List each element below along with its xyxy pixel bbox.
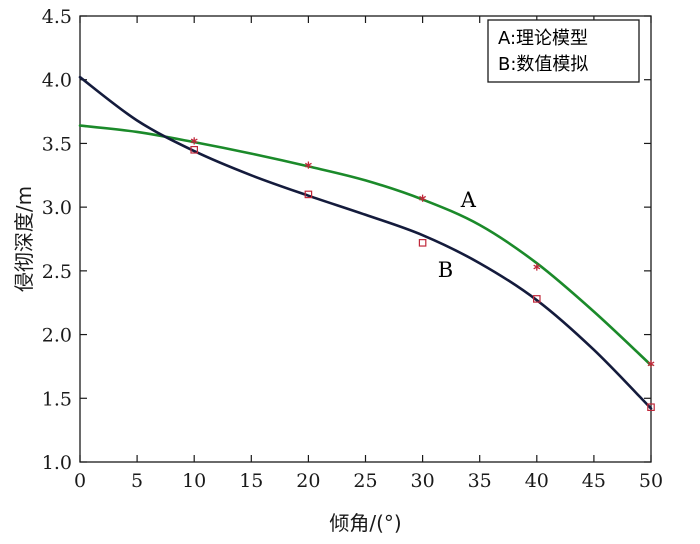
y-tick-label: 4.5 [42,6,72,28]
series-curves [78,75,653,410]
curve-label-a: A [460,188,477,212]
y-axis-ticks: 1.0 1.5 2.0 2.5 3.0 3.5 4.0 4.5 [42,6,651,474]
x-tick-label: 15 [239,470,263,492]
x-tick-label: 0 [74,470,86,492]
legend-box [487,19,640,83]
series-line-b [78,75,653,410]
x-tick-label: 35 [468,470,492,492]
marker-a [647,360,655,368]
marker-a [533,263,541,271]
x-axis-label: 倾角/(°) [329,511,401,535]
marker-a [190,137,198,145]
x-tick-label: 10 [182,470,206,492]
y-tick-label: 3.5 [42,133,72,155]
marker-b [647,403,655,412]
series-line-a [78,124,653,367]
x-tick-label: 5 [131,470,143,492]
marker-b [532,295,541,303]
plot-border [79,15,652,463]
curve-annotations: AB [438,188,477,282]
marker-b [304,190,313,199]
marker-a [304,161,312,169]
y-tick-label: 3.0 [42,197,72,219]
y-tick-label: 2.5 [42,261,72,283]
x-axis-ticks: 0 5 10 15 20 25 30 35 40 45 50 [74,16,663,492]
y-tick-label: 4.0 [42,70,72,92]
y-tick-label: 1.0 [42,452,72,474]
x-tick-label: 40 [525,470,549,492]
marker-b [190,146,199,154]
series-markers [190,137,655,412]
y-axis-label: 侵彻深度/m [12,186,36,292]
legend: A:理论模型 B:数值模拟 [487,19,640,83]
legend-entry: A:理论模型 [498,28,588,49]
curve-label-b: B [438,258,453,282]
y-tick-label: 1.5 [42,388,72,410]
x-tick-label: 45 [582,470,606,492]
x-tick-label: 50 [639,470,663,492]
legend-entry: B:数值模拟 [498,54,588,75]
y-tick-label: 2.0 [42,325,72,347]
marker-a [419,194,427,202]
x-tick-label: 30 [411,470,435,492]
x-tick-label: 25 [353,470,377,492]
x-tick-label: 20 [296,470,320,492]
marker-b [418,239,427,247]
plot-frame [79,15,652,463]
